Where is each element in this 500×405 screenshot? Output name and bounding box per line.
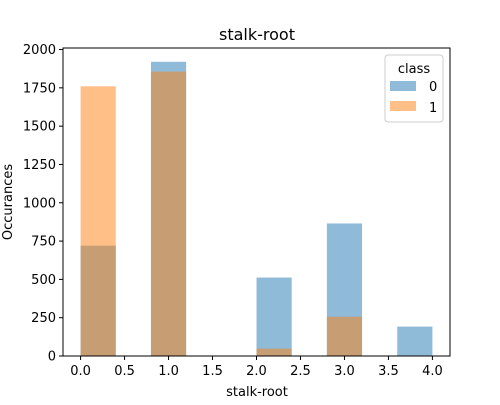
legend-title: class — [398, 62, 430, 77]
y-tick-label: 1750 — [23, 81, 56, 96]
bar-class-0-bin-5 — [256, 277, 292, 356]
y-tick-label: 750 — [31, 235, 56, 250]
x-tick-label: 3.5 — [378, 364, 399, 379]
bar-class-1-bin-7 — [326, 316, 363, 356]
legend-label-1: 1 — [429, 101, 437, 116]
y-tick-label: 1500 — [23, 120, 56, 135]
x-tick-label: 1.5 — [202, 364, 223, 379]
y-tick-label: 1000 — [23, 196, 56, 211]
x-tick-label: 4.0 — [422, 364, 443, 379]
x-tick-label: 3.0 — [334, 364, 355, 379]
legend-label-0: 0 — [429, 80, 437, 95]
y-tick-label: 500 — [31, 273, 56, 288]
x-axis-ticks: 0.0 0.5 1.0 1.5 2.0 2.5 3.0 3.5 4.0 — [70, 356, 443, 379]
x-tick-label: 2.0 — [246, 364, 267, 379]
y-tick-label: 0 — [48, 350, 56, 365]
y-axis-label: Occurances — [1, 164, 16, 240]
legend: class 0 1 — [384, 54, 444, 123]
bar-class-0-bin-9 — [397, 326, 433, 356]
bars-layer — [80, 61, 433, 356]
y-tick-label: 250 — [31, 311, 56, 326]
legend-swatch-1 — [390, 101, 416, 111]
y-tick-label: 2000 — [23, 43, 56, 58]
x-tick-label: 1.0 — [158, 364, 179, 379]
chart-title: stalk-root — [219, 25, 295, 44]
y-tick-label: 1250 — [23, 158, 56, 173]
bar-class-1-bin-2 — [150, 71, 187, 356]
x-axis-label: stalk-root — [226, 385, 288, 400]
x-tick-label: 2.5 — [290, 364, 311, 379]
bar-class-1-bin-5 — [256, 348, 292, 356]
legend-swatch-0 — [390, 81, 416, 91]
x-tick-label: 0.0 — [70, 364, 91, 379]
y-axis-ticks: 0 250 500 750 1000 1250 1500 1750 2000 — [23, 43, 63, 365]
bar-class-1-bin-0 — [80, 86, 116, 356]
x-tick-label: 0.5 — [114, 364, 135, 379]
